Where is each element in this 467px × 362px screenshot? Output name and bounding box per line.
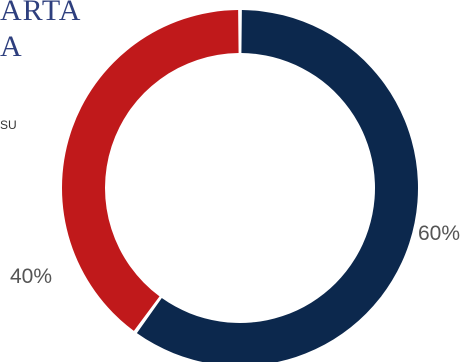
slice-labels: 60% 40% xyxy=(10,222,460,288)
title-fragment: ARTA xyxy=(0,0,82,27)
donut-slice-1 xyxy=(136,10,418,362)
slice-label-1: 60% xyxy=(418,222,460,245)
subtitle-fragment: SU xyxy=(0,118,17,132)
slice-label-2: 40% xyxy=(10,265,52,288)
title-fragment-second-line: A xyxy=(0,30,22,63)
donut-slices xyxy=(61,10,418,362)
donut-slice-2 xyxy=(61,10,239,331)
